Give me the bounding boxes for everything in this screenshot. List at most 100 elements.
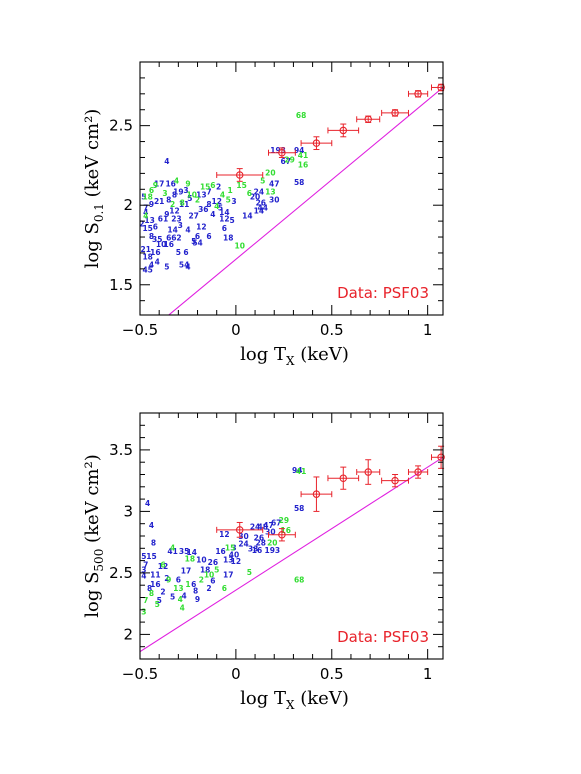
point-label: 193 (270, 146, 286, 155)
psf03-point (437, 83, 445, 92)
point-label: 29 (279, 516, 289, 525)
point-label: 3 (231, 543, 236, 552)
point-label: 26 (208, 558, 218, 567)
point-label: 6 (183, 248, 188, 257)
point-label: 5 (164, 262, 169, 271)
point-label: 41 (298, 151, 308, 160)
point-label: 6 (149, 186, 154, 195)
psf03-point (339, 474, 348, 482)
x-axis-label-unit: (keV) (295, 344, 349, 365)
point-label: 11 (150, 570, 160, 579)
point-label: 13 (196, 191, 206, 200)
point-label: 17 (223, 570, 233, 579)
point-label: 4 (214, 202, 219, 211)
point-label: 3 (162, 189, 167, 198)
point-label: 12 (158, 562, 168, 571)
psf03-point (414, 90, 422, 98)
point-label: 4 (185, 226, 190, 235)
y-axis-label: log S500 (keV cm²) (82, 454, 106, 618)
point-label: 68 (296, 111, 306, 120)
point-label: 4 (185, 262, 190, 271)
psf03-series (216, 83, 445, 182)
point-label: 20 (265, 168, 275, 177)
point-label: 8 (172, 191, 177, 200)
point-label: 3 (141, 565, 146, 574)
point-label: 68 (294, 575, 304, 584)
point-label: 20 (267, 538, 277, 547)
point-label: 3 (178, 221, 183, 230)
point-label: 5 (229, 216, 234, 225)
data-source-annotation: Data: PSF03 (337, 628, 429, 646)
point-label: 24 (250, 522, 260, 531)
data-source-annotation: Data: PSF03 (337, 284, 429, 302)
point-label: 4 (143, 208, 148, 217)
point-label: 13 (144, 216, 154, 225)
y-tick-label: 3 (123, 502, 133, 520)
plot-frame (139, 61, 444, 316)
point-label: 14 (219, 208, 229, 217)
y-tick-label: 2 (123, 625, 133, 643)
point-label: 6 (206, 232, 211, 241)
point-label: 6 (222, 584, 227, 593)
point-label: 4 (210, 210, 215, 219)
x-tick-label: −0.5 (122, 665, 158, 683)
point-label: 2 (139, 219, 144, 228)
point-label: 5 (155, 600, 160, 609)
point-label: 5 (260, 176, 265, 185)
point-label: 4 (181, 591, 186, 600)
point-label: 20 (250, 192, 260, 201)
point-label: 9 (185, 180, 190, 189)
point-label: 10 (196, 556, 206, 565)
point-label: 33 (248, 545, 258, 554)
point-label: 10 (235, 242, 245, 251)
point-label: 41 (296, 467, 306, 476)
point-label: 4 (170, 543, 175, 552)
psf03-series (216, 445, 445, 542)
psf03-point (391, 109, 399, 117)
psf03-point (414, 468, 422, 476)
x-axis-label-main: log T (240, 688, 286, 709)
point-label: 58 (294, 178, 304, 187)
x-tick-label: 0.5 (320, 321, 344, 339)
y-axis-label: log S0.1 (keV cm²) (82, 109, 106, 269)
point-label: 45 (142, 265, 152, 274)
y-axis-label-unit: (keV cm²) (82, 454, 103, 548)
point-label: 23 (171, 215, 181, 224)
point-label: 3 (141, 607, 146, 616)
point-label: 15 (236, 181, 246, 190)
point-label: 67 (281, 157, 291, 166)
psf03-point (312, 490, 321, 498)
point-label: 5 (141, 552, 146, 561)
point-label: 16 (298, 160, 308, 169)
psf03-point (278, 148, 286, 157)
point-label: 67 (271, 519, 281, 528)
point-label: 6 (222, 224, 227, 233)
psf03-point (339, 126, 348, 135)
point-label: 15 (200, 183, 210, 192)
point-label: 24 (238, 540, 248, 549)
point-label: 4 (180, 604, 185, 613)
point-label: 40 (229, 551, 239, 560)
point-label: 4 (149, 521, 154, 530)
point-label: 30 (238, 532, 248, 541)
point-label: 5 (157, 596, 162, 605)
point-label: 7 (143, 203, 148, 212)
x-tick-label: 1 (423, 321, 433, 339)
point-label: 8 (149, 589, 154, 598)
point-label: 8 (180, 199, 185, 208)
point-label: 94 (294, 146, 304, 155)
point-label: 10 (187, 191, 197, 200)
x-axis-label: log TX (keV) (240, 344, 349, 368)
point-label: 2 (170, 200, 175, 209)
point-label: 12 (231, 557, 241, 566)
point-label: 58 (294, 504, 304, 513)
point-label: 5 (247, 568, 252, 577)
psf03-point (391, 476, 399, 485)
point-label: 6 (210, 181, 215, 190)
point-label: 5 (226, 195, 231, 204)
